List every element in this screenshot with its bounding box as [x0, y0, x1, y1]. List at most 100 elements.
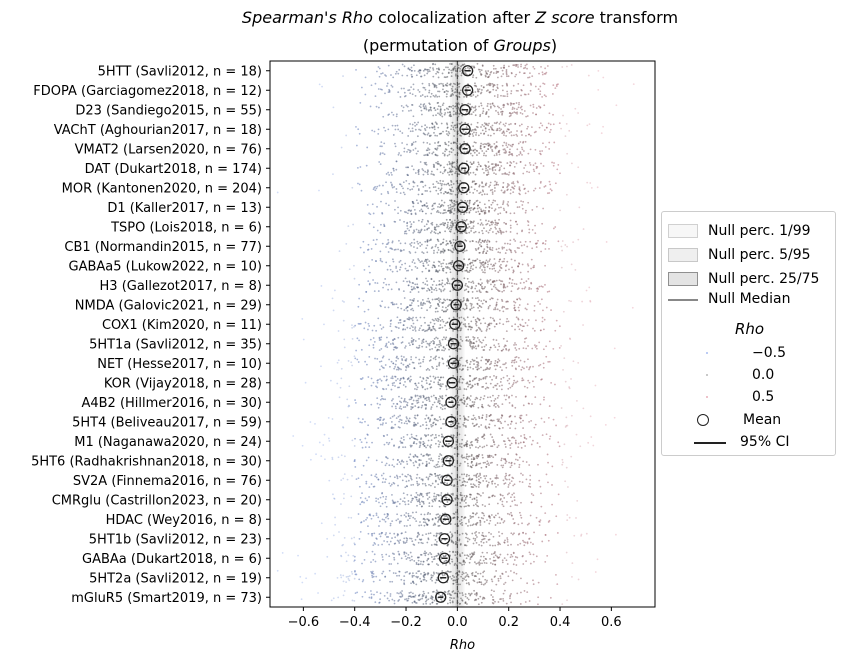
data-point [465, 339, 468, 341]
data-point [447, 228, 450, 230]
data-point [520, 278, 523, 281]
data-point [465, 193, 468, 196]
data-point [456, 113, 458, 116]
data-point [393, 303, 396, 306]
data-point [501, 260, 504, 263]
data-point [483, 269, 486, 271]
data-point [437, 320, 440, 322]
data-point [420, 384, 423, 387]
data-point [465, 110, 468, 112]
data-point [354, 399, 356, 401]
data-point [421, 218, 424, 221]
data-point [389, 485, 392, 487]
data-point [406, 364, 409, 367]
data-point [309, 421, 312, 423]
data-point [478, 417, 481, 420]
data-point [337, 359, 340, 362]
data-point [491, 201, 494, 204]
data-point [513, 483, 516, 486]
data-point [476, 154, 478, 156]
data-point [483, 248, 486, 251]
data-point [428, 239, 431, 242]
data-point [542, 309, 544, 312]
data-point [420, 406, 423, 409]
data-point [411, 127, 414, 130]
data-point [394, 145, 397, 148]
data-point [363, 501, 365, 504]
data-point [382, 477, 385, 480]
data-point [403, 91, 406, 94]
data-point [380, 474, 383, 477]
subtitle-part: Groups [493, 36, 551, 55]
data-point [421, 404, 424, 407]
data-point [478, 185, 481, 188]
data-point [503, 363, 506, 366]
data-point [465, 131, 467, 134]
data-point [589, 182, 592, 184]
data-point [465, 398, 468, 401]
data-point [448, 267, 450, 269]
data-point [376, 357, 379, 360]
data-point [466, 277, 469, 280]
data-point [419, 362, 422, 364]
data-point [478, 377, 481, 380]
data-point [539, 153, 542, 156]
data-point [474, 148, 476, 151]
data-point [459, 232, 462, 235]
data-point [491, 207, 493, 210]
data-point [333, 289, 336, 292]
data-point [456, 108, 459, 111]
data-point [412, 299, 415, 302]
data-point [354, 437, 356, 440]
data-point [464, 199, 467, 202]
data-point [399, 259, 402, 262]
data-point [441, 104, 444, 106]
data-point [478, 425, 480, 428]
data-point [381, 300, 384, 303]
data-point [359, 101, 362, 104]
data-point [361, 492, 363, 495]
data-point [387, 384, 390, 387]
data-point [390, 84, 393, 87]
data-point [371, 129, 374, 132]
data-point [372, 381, 375, 384]
data-point [516, 148, 519, 151]
data-point [351, 474, 353, 477]
data-point [397, 153, 400, 156]
data-point [393, 476, 396, 479]
data-point [558, 122, 561, 124]
data-point [436, 225, 438, 228]
data-point [486, 76, 489, 79]
data-point [433, 128, 436, 131]
data-point [558, 346, 561, 349]
title-part: transform [594, 8, 679, 27]
data-point [386, 82, 389, 85]
data-point [480, 341, 483, 344]
data-point [486, 250, 489, 252]
data-point [467, 455, 470, 458]
data-point [456, 200, 459, 203]
data-point [465, 457, 468, 459]
data-point [515, 283, 518, 286]
data-point [466, 458, 469, 461]
data-point [388, 174, 391, 176]
data-point [521, 318, 524, 321]
data-point [397, 327, 400, 329]
data-point [533, 170, 536, 173]
data-point [548, 112, 551, 115]
data-point [495, 377, 498, 380]
data-point [425, 399, 428, 402]
data-point [535, 205, 538, 208]
data-point [472, 483, 475, 486]
data-point [470, 113, 473, 116]
data-point [473, 203, 475, 206]
data-point [533, 426, 536, 429]
data-point [351, 186, 354, 189]
data-point [473, 180, 476, 183]
data-point [427, 477, 430, 479]
data-point [413, 229, 415, 232]
data-point [336, 361, 339, 364]
data-point [498, 127, 501, 130]
data-point [400, 442, 402, 444]
data-point [505, 70, 508, 73]
